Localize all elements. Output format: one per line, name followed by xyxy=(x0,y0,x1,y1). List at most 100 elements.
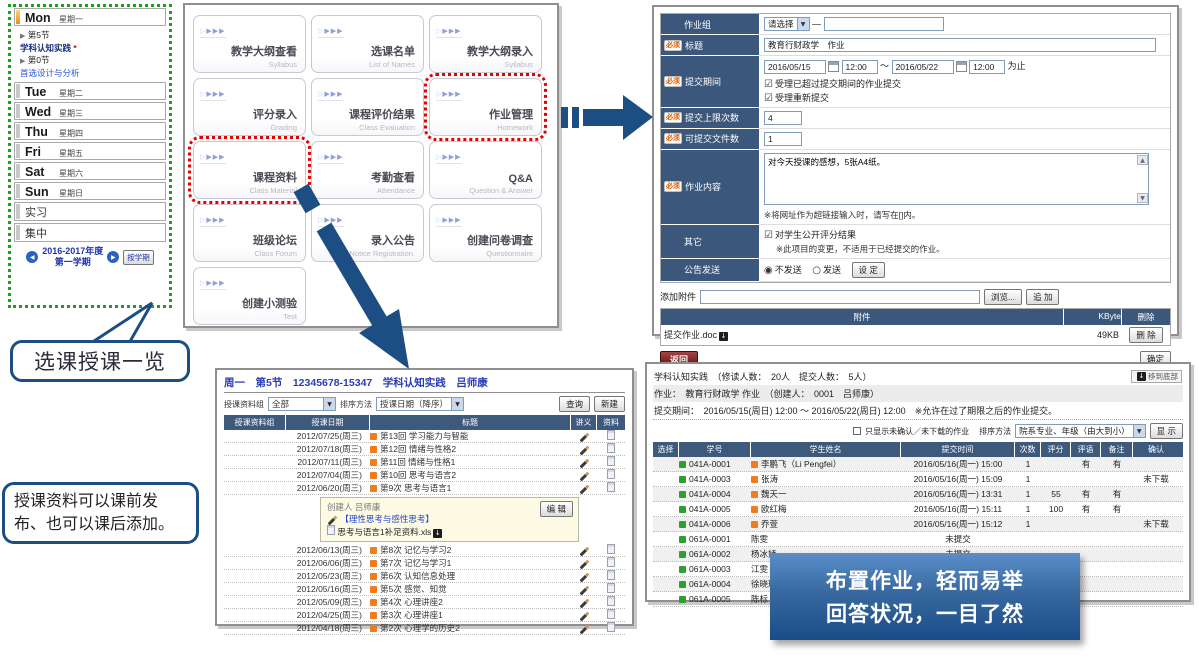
scroll-down-icon[interactable]: ▼ xyxy=(1137,192,1148,203)
checkbox-checked-icon[interactable]: ☑ xyxy=(764,78,773,90)
student-name[interactable]: 张涛 xyxy=(761,474,779,484)
student-name[interactable]: 陈标 xyxy=(751,594,769,604)
material-title[interactable]: 第8次 记忆与学习2 xyxy=(380,545,452,555)
pencil-icon[interactable] xyxy=(579,445,589,456)
sidebar-day[interactable]: Wed 星期三 xyxy=(14,102,166,120)
tile-class-evaluation[interactable]: ▷▶▶▶ 课程评价结果 Class Evaluation xyxy=(311,78,424,136)
course-link[interactable]: 学科认知实践 xyxy=(20,43,72,53)
scroll-up-icon[interactable]: ▲ xyxy=(1137,154,1148,165)
tile-syllabus-entry[interactable]: ▷▶▶▶ 教学大纲录入 Syllabus xyxy=(429,15,542,73)
student-name[interactable]: 徐晓璐 xyxy=(751,579,777,589)
download-icon[interactable]: ↓ xyxy=(719,332,729,342)
document-icon[interactable] xyxy=(607,430,615,440)
tile-class-material[interactable]: ▷▶▶▶ 课程资料 Class Material xyxy=(188,136,311,204)
calendar-icon[interactable] xyxy=(828,61,839,73)
material-title[interactable]: 第9次 思考与语言1 xyxy=(380,483,452,493)
tile-list-of-names[interactable]: ▷▶▶▶ 选课名单 List of Names xyxy=(311,15,424,73)
material-file-link[interactable]: 思考与语言1补足资料.xls xyxy=(337,527,432,537)
filter-checkbox[interactable] xyxy=(853,427,862,435)
material-title[interactable]: 第5次 感觉、知觉 xyxy=(380,584,447,594)
tile-test[interactable]: ▷▶▶▶ 创建小测验 Test xyxy=(193,267,306,325)
pencil-icon[interactable] xyxy=(579,559,589,570)
material-title[interactable]: 第4次 心理讲座2 xyxy=(380,597,443,607)
material-title[interactable]: 第11回 情绪与性格1 xyxy=(380,457,456,467)
document-icon[interactable] xyxy=(607,596,615,606)
sidebar-day[interactable]: Thu 星期四 xyxy=(14,122,166,140)
new-button[interactable]: 新建 xyxy=(593,396,625,412)
material-title[interactable]: 第10回 思考与语言2 xyxy=(380,470,457,480)
delete-button[interactable]: 删 除 xyxy=(1129,326,1163,343)
document-icon[interactable] xyxy=(607,583,615,593)
start-time-input[interactable] xyxy=(841,59,878,74)
document-icon[interactable] xyxy=(607,557,615,567)
notice-set-button[interactable]: 设 定 xyxy=(851,261,885,278)
tile-attendance[interactable]: ▷▶▶▶ 考勤查看 Attendance xyxy=(311,141,424,199)
document-icon[interactable] xyxy=(607,622,615,632)
tile-syllabus-view[interactable]: ▷▶▶▶ 教学大纲查看 Syllabus xyxy=(193,15,306,73)
attachment-path-input[interactable] xyxy=(700,289,981,304)
submit-limit-input[interactable] xyxy=(764,110,802,125)
file-count-input[interactable] xyxy=(764,131,802,146)
download-icon[interactable]: ↓ xyxy=(433,529,443,538)
student-name[interactable]: 魏天一 xyxy=(761,489,787,499)
student-name[interactable]: 李鹏飞（Li Pengfei） xyxy=(761,459,842,469)
sidebar-day-mon[interactable]: Mon 星期一 xyxy=(14,8,166,26)
sort-select[interactable]: 授课日期（降序） ▼ xyxy=(376,397,465,411)
sidebar-item-intensive[interactable]: 集中 xyxy=(14,223,166,242)
pencil-icon[interactable] xyxy=(579,572,589,583)
end-time-input[interactable] xyxy=(969,59,1006,74)
sidebar-day[interactable]: Fri 星期五 xyxy=(14,142,166,160)
tile-notice-registration[interactable]: ▷▶▶▶ 录入公告 Notice Registration. xyxy=(311,204,424,262)
document-icon[interactable] xyxy=(607,544,615,554)
material-title[interactable]: 第2次 心理学的历史2 xyxy=(380,623,460,633)
calendar-icon[interactable] xyxy=(955,61,967,73)
tile-homework[interactable]: ▷▶▶▶ 作业管理 Homework xyxy=(424,73,547,141)
tile-class-forum[interactable]: ▷▶▶▶ 班级论坛 Class Forum xyxy=(193,204,306,262)
document-icon[interactable] xyxy=(607,609,615,619)
student-name[interactable]: 乔萱 xyxy=(761,519,779,529)
show-button[interactable]: 显 示 xyxy=(1149,423,1183,439)
pencil-icon[interactable] xyxy=(579,585,589,596)
radio-selected-icon[interactable]: ◉ xyxy=(764,264,773,276)
append-button[interactable]: 追 加 xyxy=(1026,288,1060,305)
group-name-input[interactable] xyxy=(823,17,944,31)
pencil-icon[interactable] xyxy=(579,471,589,482)
next-semester-icon[interactable]: ▶ xyxy=(107,251,120,263)
material-title[interactable]: 第6次 认知信息处理 xyxy=(380,571,456,581)
document-icon[interactable] xyxy=(607,443,615,453)
checkbox-checked-icon[interactable]: ☑ xyxy=(764,92,773,104)
document-icon[interactable] xyxy=(607,570,615,580)
semester-button[interactable]: 按学期 xyxy=(123,249,154,265)
student-name[interactable]: 欧红梅 xyxy=(761,504,787,514)
material-title[interactable]: 第7次 记忆与学习1 xyxy=(380,558,452,568)
sort-select[interactable]: 院系专业、年级（由大到小） ▼ xyxy=(1015,424,1146,438)
student-name[interactable]: 杨冰娇 xyxy=(751,549,777,559)
document-icon[interactable] xyxy=(607,456,615,466)
browse-button[interactable]: 浏览... xyxy=(984,288,1023,305)
student-name[interactable]: 陈雯 xyxy=(751,534,769,544)
material-title[interactable]: 第12回 情绪与性格2 xyxy=(380,444,457,454)
title-input[interactable] xyxy=(764,38,1156,52)
material-title[interactable]: 第13回 学习能力与智能 xyxy=(380,431,469,441)
move-to-bottom-link[interactable]: ↓ 移到底部 xyxy=(1131,370,1182,383)
sidebar-day[interactable]: Sat 星期六 xyxy=(14,162,166,180)
pencil-icon[interactable] xyxy=(579,624,589,635)
pencil-icon[interactable] xyxy=(579,598,589,609)
attachment-file-name[interactable]: 提交作业.doc xyxy=(664,330,718,341)
lecture-note-link[interactable]: 【理性思考与感性思考】 xyxy=(340,514,434,524)
content-textarea[interactable]: 对今天授课的感想，5张A4纸。 xyxy=(764,152,1149,205)
pencil-icon[interactable] xyxy=(579,458,589,469)
prev-semester-icon[interactable]: ◀ xyxy=(26,251,39,263)
pencil-icon[interactable] xyxy=(579,546,589,557)
sidebar-day[interactable]: Sun 星期日 xyxy=(14,182,166,200)
start-date-input[interactable] xyxy=(764,59,826,74)
search-button[interactable]: 查询 xyxy=(558,396,590,412)
radio-unselected-icon[interactable]: ○ xyxy=(812,264,821,276)
checkbox-checked-icon[interactable]: ☑ xyxy=(764,229,773,241)
tile-questionnaire[interactable]: ▷▶▶▶ 创建问卷调查 Questionnaire xyxy=(429,204,542,262)
course-link[interactable]: 首选设计与分析 xyxy=(20,68,80,78)
sidebar-day[interactable]: Tue 星期二 xyxy=(14,82,166,100)
homework-group-select[interactable]: 请选择 ▼ xyxy=(764,17,810,31)
sidebar-item-practice[interactable]: 实习 xyxy=(14,202,166,221)
pencil-icon[interactable] xyxy=(579,611,589,622)
